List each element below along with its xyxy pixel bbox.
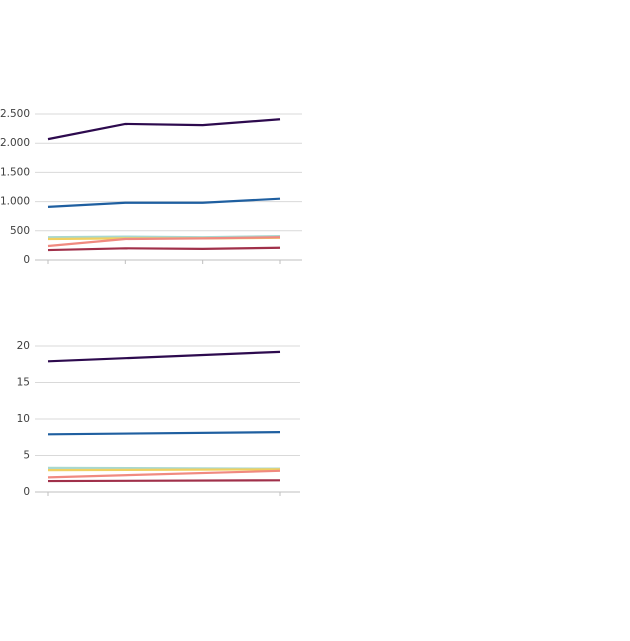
y-tick-label: 10 — [17, 413, 30, 425]
line-series — [47, 350, 281, 363]
line-series — [47, 469, 281, 479]
line-series — [47, 246, 281, 252]
line-series — [47, 236, 281, 248]
y-tick-label: 2.000 — [0, 137, 30, 149]
y-tick-label: 15 — [17, 377, 30, 389]
y-tick-label: 1.500 — [0, 166, 30, 178]
y-tick-label: 0 — [23, 254, 30, 266]
y-tick-label: 20 — [17, 340, 30, 352]
line-series — [47, 468, 281, 472]
y-tick-label: 0 — [23, 486, 30, 498]
y-tick-label: 500 — [10, 225, 30, 237]
line-series — [47, 479, 281, 483]
y-tick-label: 5 — [23, 450, 30, 462]
line-series — [47, 118, 281, 141]
y-tick-label: 2.500 — [0, 108, 30, 120]
line-series — [47, 234, 281, 239]
line-series — [47, 431, 281, 436]
line-series — [47, 197, 281, 208]
y-tick-label: 1.000 — [0, 196, 30, 208]
